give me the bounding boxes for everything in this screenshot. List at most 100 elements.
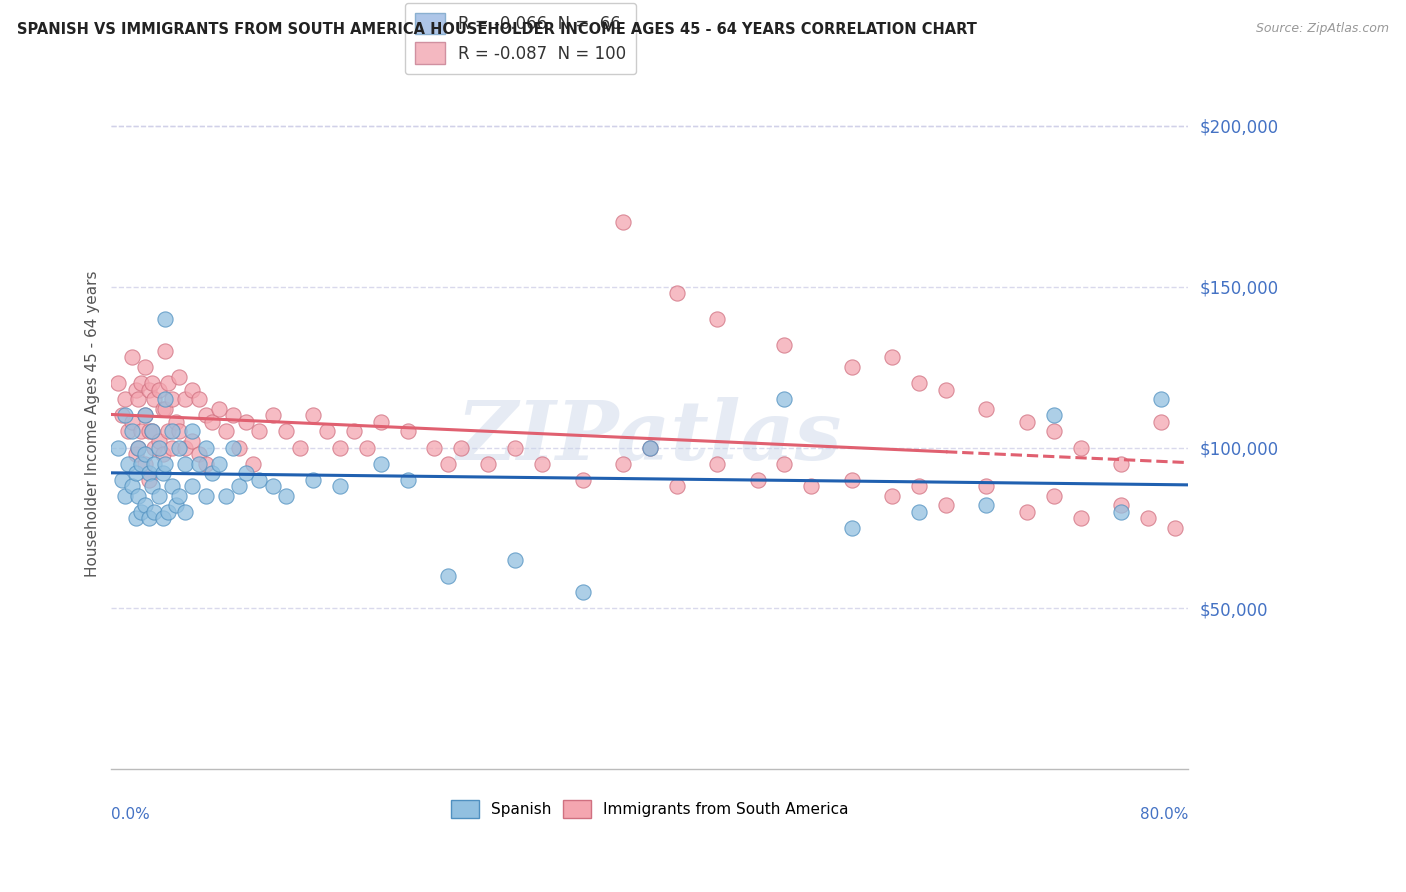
Point: [181, 425, 204, 439]
Point: [121, 351, 143, 365]
Point: [208, 401, 231, 416]
Point: [1136, 511, 1159, 525]
Point: [1015, 415, 1038, 429]
Point: [129, 425, 152, 439]
Point: [396, 473, 419, 487]
Point: [155, 343, 177, 358]
Point: [129, 376, 152, 391]
Point: [127, 392, 149, 407]
Point: [165, 415, 187, 429]
Point: [262, 479, 284, 493]
Point: [800, 479, 823, 493]
Point: [138, 425, 160, 439]
Point: [194, 457, 217, 471]
Point: [121, 479, 143, 493]
Point: [134, 409, 156, 423]
Point: [450, 441, 472, 455]
Point: [612, 215, 634, 229]
Point: [138, 383, 160, 397]
Point: [908, 376, 931, 391]
Point: [1070, 511, 1092, 525]
Point: [235, 415, 257, 429]
Point: [638, 441, 661, 455]
Point: [302, 409, 325, 423]
Point: [167, 425, 190, 439]
Point: [155, 457, 177, 471]
Point: [221, 441, 243, 455]
Legend: Spanish, Immigrants from South America: Spanish, Immigrants from South America: [444, 794, 855, 824]
Point: [370, 457, 392, 471]
Point: [208, 457, 231, 471]
Point: [935, 499, 957, 513]
Point: [503, 441, 526, 455]
Point: [127, 489, 149, 503]
Point: [423, 441, 446, 455]
Point: [228, 479, 250, 493]
Point: [1109, 499, 1132, 513]
Point: [747, 473, 769, 487]
Point: [571, 473, 593, 487]
Point: [288, 441, 311, 455]
Text: 0.0%: 0.0%: [111, 807, 150, 822]
Point: [134, 409, 156, 423]
Point: [167, 369, 190, 384]
Point: [155, 311, 177, 326]
Text: 80.0%: 80.0%: [1140, 807, 1188, 822]
Point: [174, 505, 197, 519]
Point: [138, 511, 160, 525]
Point: [706, 457, 728, 471]
Point: [111, 409, 134, 423]
Point: [249, 473, 271, 487]
Point: [124, 383, 146, 397]
Point: [143, 392, 166, 407]
Point: [215, 489, 238, 503]
Point: [262, 409, 284, 423]
Point: [174, 392, 197, 407]
Point: [773, 337, 796, 351]
Point: [882, 489, 904, 503]
Point: [141, 425, 163, 439]
Point: [167, 441, 190, 455]
Point: [127, 441, 149, 455]
Point: [706, 311, 728, 326]
Point: [124, 467, 146, 481]
Point: [107, 376, 129, 391]
Text: Source: ZipAtlas.com: Source: ZipAtlas.com: [1256, 22, 1389, 36]
Point: [976, 499, 998, 513]
Point: [152, 401, 174, 416]
Text: SPANISH VS IMMIGRANTS FROM SOUTH AMERICA HOUSEHOLDER INCOME AGES 45 - 64 YEARS C: SPANISH VS IMMIGRANTS FROM SOUTH AMERICA…: [17, 22, 977, 37]
Point: [117, 457, 139, 471]
Point: [1150, 415, 1173, 429]
Point: [612, 457, 634, 471]
Point: [356, 441, 378, 455]
Point: [396, 425, 419, 439]
Point: [138, 467, 160, 481]
Text: ZIPatlas: ZIPatlas: [457, 397, 842, 477]
Point: [908, 479, 931, 493]
Point: [129, 505, 152, 519]
Point: [167, 489, 190, 503]
Point: [228, 441, 250, 455]
Point: [329, 441, 352, 455]
Point: [773, 457, 796, 471]
Point: [117, 425, 139, 439]
Point: [181, 383, 204, 397]
Point: [221, 409, 243, 423]
Point: [160, 425, 183, 439]
Point: [143, 457, 166, 471]
Point: [155, 401, 177, 416]
Point: [134, 447, 156, 461]
Point: [148, 383, 170, 397]
Point: [134, 359, 156, 374]
Point: [194, 409, 217, 423]
Point: [107, 441, 129, 455]
Point: [201, 467, 224, 481]
Point: [638, 441, 661, 455]
Point: [665, 286, 688, 301]
Point: [121, 415, 143, 429]
Point: [156, 376, 179, 391]
Point: [152, 467, 174, 481]
Point: [160, 392, 183, 407]
Point: [503, 553, 526, 567]
Point: [215, 425, 238, 439]
